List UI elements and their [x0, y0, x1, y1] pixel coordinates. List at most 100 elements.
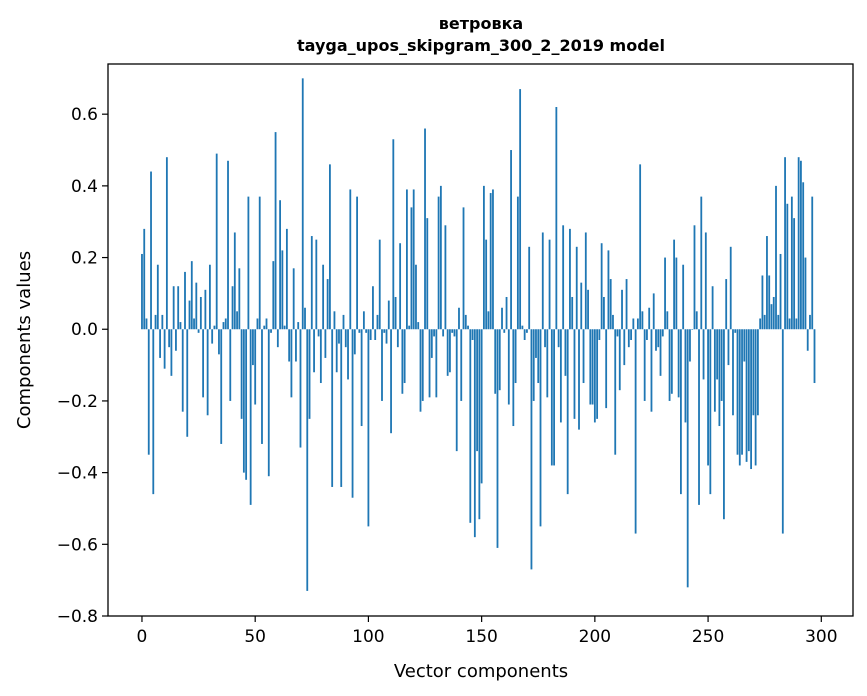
bar	[360, 329, 363, 427]
bar	[650, 329, 653, 412]
bar	[682, 264, 685, 330]
bar	[727, 329, 730, 366]
bar	[145, 318, 148, 330]
bar	[516, 196, 519, 330]
bar	[469, 329, 472, 523]
bar	[569, 228, 571, 330]
bar	[614, 329, 617, 455]
bar	[143, 228, 146, 330]
bar	[310, 236, 313, 330]
bar	[175, 329, 177, 351]
bar	[580, 282, 583, 330]
bar	[591, 329, 594, 405]
bar	[340, 329, 343, 487]
bar	[256, 318, 259, 330]
bar	[415, 264, 417, 330]
x-tick-label: 50	[244, 627, 266, 647]
bar	[800, 160, 802, 330]
bar	[548, 239, 551, 330]
bar	[433, 329, 435, 337]
bar	[557, 329, 560, 348]
bar	[596, 329, 599, 419]
bar	[535, 329, 537, 358]
bar	[233, 232, 236, 330]
bar	[582, 329, 585, 384]
bar	[564, 329, 567, 376]
bar	[593, 329, 596, 423]
bar	[240, 329, 243, 419]
bar	[446, 329, 449, 376]
bar	[254, 329, 257, 405]
bar	[559, 329, 562, 423]
y-tick-label: −0.8	[57, 607, 98, 627]
bar	[186, 329, 189, 437]
bar	[283, 325, 286, 330]
bar	[181, 329, 184, 412]
bar	[179, 322, 182, 330]
bar	[496, 329, 499, 548]
bar	[562, 225, 565, 330]
bar	[410, 207, 413, 330]
bar	[655, 329, 657, 351]
bar	[317, 329, 320, 337]
bar	[211, 329, 214, 344]
bar	[677, 329, 680, 398]
bar	[501, 307, 503, 330]
bar	[374, 329, 377, 340]
bar	[621, 289, 623, 330]
bar	[406, 189, 408, 330]
bar	[587, 289, 589, 330]
bar	[396, 329, 399, 348]
bar	[338, 329, 340, 344]
bar	[756, 329, 759, 416]
bar	[329, 164, 331, 330]
bar	[539, 329, 542, 527]
bar	[575, 246, 578, 330]
bar	[428, 329, 431, 398]
bar	[261, 329, 263, 444]
bar	[761, 275, 764, 330]
bar	[589, 329, 592, 405]
bar	[768, 275, 771, 330]
bar	[304, 307, 306, 330]
bar	[252, 329, 254, 366]
bar	[519, 89, 522, 330]
bar	[347, 329, 349, 380]
bar	[245, 329, 248, 480]
bar	[514, 329, 517, 384]
bar	[675, 257, 678, 330]
bar	[220, 329, 223, 444]
bar	[616, 329, 619, 337]
bar	[315, 239, 318, 330]
bar	[170, 329, 173, 376]
bar	[736, 329, 739, 455]
bar	[399, 243, 402, 330]
bar	[544, 329, 546, 348]
bar	[322, 264, 325, 330]
x-tick-label: 100	[352, 627, 384, 647]
bar	[530, 329, 533, 570]
x-tick-label: 300	[805, 627, 837, 647]
bar	[487, 311, 490, 330]
bar	[197, 329, 200, 333]
bar	[797, 157, 800, 330]
bar	[152, 329, 155, 495]
y-axis-ticks: −0.8 −0.6 −0.4 −0.2 0.0 0.2 0.4 0.6	[57, 105, 108, 627]
bar	[482, 185, 485, 330]
bar	[528, 246, 531, 330]
bar	[673, 239, 676, 330]
bar	[779, 253, 782, 330]
bar	[426, 218, 429, 330]
bar	[290, 329, 293, 398]
x-axis-label: Vector components	[394, 661, 568, 682]
y-tick-label: −0.6	[57, 535, 98, 555]
bar	[578, 329, 580, 430]
bar	[403, 329, 406, 384]
bar	[435, 329, 438, 398]
bar	[381, 329, 383, 401]
bar	[342, 314, 345, 330]
bar	[625, 279, 628, 330]
bar	[546, 329, 549, 398]
bar	[725, 279, 728, 330]
bar	[156, 264, 159, 330]
